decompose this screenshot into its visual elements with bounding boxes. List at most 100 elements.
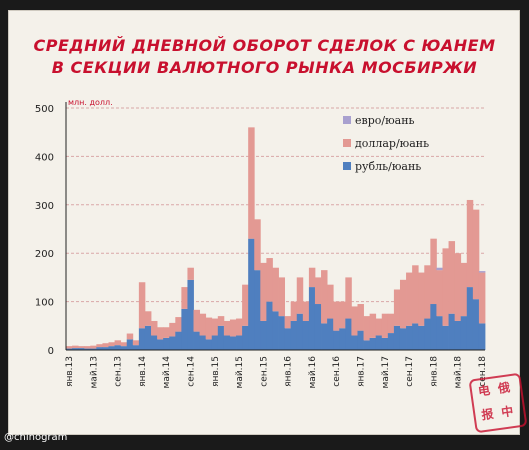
x-tick-label: сен.18	[478, 356, 488, 387]
bar-segment	[229, 336, 237, 350]
bar-segment	[357, 304, 364, 331]
x-tick-label: янв.17	[357, 356, 367, 387]
bar-segment	[193, 331, 200, 350]
x-tick-label: сен.16	[332, 356, 342, 387]
bar-segment	[387, 313, 395, 334]
bar-segment	[181, 308, 188, 350]
bar-segment	[151, 320, 158, 336]
x-tick-label: сен.15	[259, 356, 269, 387]
bar-segment	[472, 209, 480, 300]
bar-segment	[466, 199, 474, 288]
bar-segment	[169, 322, 176, 337]
bar-segment	[284, 316, 292, 329]
bar-segment	[448, 313, 456, 350]
bar-segment	[102, 347, 109, 350]
bar-segment	[163, 337, 170, 350]
bar-segment	[478, 272, 486, 324]
bar-segment	[290, 301, 298, 321]
bar-segment	[120, 342, 128, 347]
bar-segment	[248, 127, 255, 239]
bar-segment	[84, 348, 91, 350]
bar-segment	[302, 301, 310, 321]
x-tick-label: янв.13	[65, 356, 75, 387]
bar-segment	[308, 267, 316, 288]
bar-segment	[66, 348, 73, 350]
bar-segment	[296, 277, 304, 314]
bar-segment	[472, 299, 480, 350]
bar-segment	[406, 272, 413, 326]
x-tick-label: май.18	[454, 356, 464, 389]
x-tick-label: май.13	[89, 356, 99, 388]
bar-segment	[290, 320, 298, 350]
bar-segment	[460, 316, 468, 350]
x-tick-label: май.14	[162, 356, 172, 389]
bar-segment	[424, 265, 431, 319]
bar-segment	[351, 306, 358, 336]
bar-segment	[126, 333, 134, 340]
bar-segment	[102, 343, 109, 348]
bar-segment	[460, 262, 468, 317]
bar-segment	[138, 282, 146, 329]
bar-segment	[254, 270, 261, 350]
legend-label: доллар/юань	[355, 137, 429, 150]
x-tick-label: сен.13	[114, 356, 124, 387]
bar-segment	[108, 342, 115, 347]
bar-segment	[418, 325, 425, 350]
bar-segment	[333, 330, 340, 350]
bar-segment	[181, 287, 188, 309]
bar-segment	[418, 272, 425, 326]
bar-segment	[266, 301, 273, 350]
bar-segment	[454, 320, 462, 350]
bar-segment	[412, 265, 419, 324]
bar-segment	[96, 347, 103, 350]
chinese-seal-stamp: 电 俄 报 中	[468, 372, 528, 434]
bar-segment	[96, 344, 103, 348]
bar-segment	[193, 309, 200, 332]
y-tick-label: 200	[35, 249, 54, 260]
bar-segment	[78, 346, 85, 349]
legend-label: евро/юань	[355, 114, 415, 127]
stamp-char-4: 中	[500, 404, 515, 420]
x-tick-label: май.15	[235, 356, 245, 388]
bar-segment	[369, 337, 377, 350]
bar-segment	[369, 313, 377, 338]
bar-segment	[169, 336, 176, 350]
bar-segment	[72, 345, 79, 349]
x-tick-label: янв.18	[429, 356, 439, 387]
bar-segment	[436, 267, 443, 271]
bar-segment	[381, 337, 389, 350]
bar-segment	[436, 270, 443, 317]
bar-segment	[151, 335, 158, 350]
stamp-char-1: 电	[477, 383, 492, 399]
bar-segment	[217, 316, 225, 326]
bar-segment	[351, 335, 358, 350]
bar-segment	[314, 304, 322, 350]
bar-segment	[387, 333, 395, 350]
bar-segment	[478, 271, 486, 273]
bar-segment	[321, 323, 328, 350]
bar-segment	[314, 277, 322, 305]
bar-segment	[120, 346, 128, 350]
bar-segment	[236, 335, 243, 350]
bar-segment	[478, 323, 486, 350]
bar-segment	[157, 339, 164, 350]
bar-segment	[393, 325, 401, 350]
stamp-char-3: 报	[480, 406, 495, 423]
bar-segment	[260, 262, 267, 321]
bar-segment	[345, 318, 352, 350]
x-tick-label: янв.14	[138, 356, 148, 387]
bar-segment	[175, 317, 182, 332]
x-tick-label: май.16	[308, 356, 318, 389]
bar-segment	[205, 339, 213, 350]
bar-segment	[126, 339, 134, 350]
bar-segment	[466, 287, 474, 350]
bar-segment	[448, 241, 456, 314]
y-unit-label: млн. долл.	[68, 98, 113, 107]
chart-card	[8, 10, 520, 435]
bar-segment	[132, 345, 140, 350]
bar-segment	[357, 330, 364, 350]
legend-swatch	[343, 116, 351, 124]
bar-segment	[436, 316, 443, 350]
bar-segment	[199, 335, 207, 350]
bar-segment	[308, 287, 316, 350]
